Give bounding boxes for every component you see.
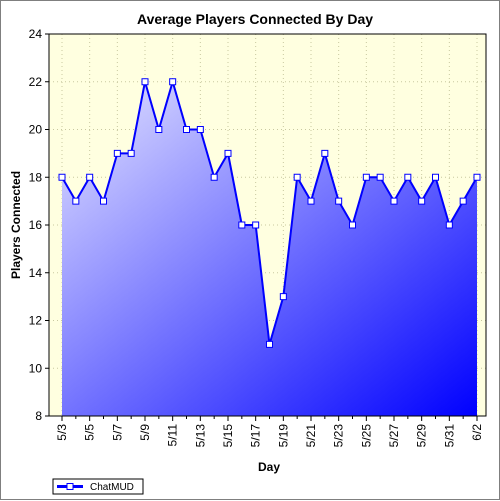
y-tick-label-8: 8 <box>35 409 42 423</box>
chart-title: Average Players Connected By Day <box>137 11 373 27</box>
x-tick-label-5-3: 5/3 <box>55 424 69 441</box>
y-tick-label-22: 22 <box>29 75 43 89</box>
data-point-5-4 <box>72 197 80 205</box>
data-point-5-6 <box>100 197 107 205</box>
y-tick-label-12: 12 <box>29 314 43 328</box>
data-point-5-27 <box>390 197 398 205</box>
series-points <box>58 78 481 348</box>
data-point-5-13 <box>196 126 204 133</box>
x-tick-label-5-9: 5/9 <box>138 424 152 441</box>
x-tick-label-5-27: 5/27 <box>387 424 401 448</box>
y-tick-label-20: 20 <box>29 123 43 137</box>
data-point-6-2 <box>473 173 481 181</box>
data-point-5-16 <box>238 221 246 229</box>
x-tick-label-5-13: 5/13 <box>193 424 207 448</box>
data-point-5-15 <box>224 149 232 157</box>
y-axis-ticks: 8 10 12 14 16 18 20 22 24 <box>29 27 49 423</box>
data-point-5-22 <box>321 149 329 157</box>
data-point-5-30 <box>432 173 439 181</box>
data-point-5-31 <box>445 221 453 229</box>
data-point-5-8 <box>127 149 135 157</box>
legend-entry-chatmud: ChatMUD <box>90 482 134 493</box>
data-point-5-9 <box>141 78 149 86</box>
data-point-5-21 <box>307 197 315 205</box>
x-tick-label-5-11: 5/11 <box>166 424 180 447</box>
data-point-5-23 <box>335 197 343 205</box>
data-point-5-20 <box>293 173 301 181</box>
data-point-5-29 <box>418 197 426 205</box>
data-point-5-14 <box>210 173 218 181</box>
x-tick-label-5-19: 5/19 <box>276 424 290 448</box>
series-area-fill <box>62 81 477 416</box>
data-point-5-3 <box>58 173 66 181</box>
x-tick-label-5-25: 5/25 <box>359 424 373 448</box>
x-tick-label-5-29: 5/29 <box>415 424 429 448</box>
data-point-5-5 <box>86 173 94 181</box>
data-point-5-7 <box>113 149 121 157</box>
data-point-5-28 <box>404 173 412 181</box>
y-tick-label-24: 24 <box>29 27 43 41</box>
data-point-5-12 <box>183 126 190 133</box>
x-tick-label-5-21: 5/21 <box>304 424 318 448</box>
x-axis-ticks: 5/3 5/5 5/7 5/9 5/11 5/13 5/15 5/17 5/19 5/21 5/23… <box>55 416 484 447</box>
data-point-5-10 <box>155 126 163 133</box>
data-point-6-1 <box>459 197 467 205</box>
y-tick-label-18: 18 <box>29 170 43 184</box>
data-point-5-11 <box>169 78 177 86</box>
y-axis-label: Players Connected <box>9 171 23 279</box>
data-point-5-19 <box>279 293 287 301</box>
x-tick-label-5-15: 5/15 <box>221 424 235 448</box>
data-point-5-24 <box>349 221 356 229</box>
y-tick-label-10: 10 <box>29 361 43 375</box>
y-tick-label-14: 14 <box>29 266 43 280</box>
legend-box <box>52 478 144 495</box>
data-point-5-18 <box>266 340 273 348</box>
x-tick-label-5-31: 5/31 <box>442 424 456 448</box>
y-tick-label-16: 16 <box>29 218 43 232</box>
x-tick-label-5-5: 5/5 <box>83 424 97 441</box>
x-tick-label-6-2: 6/2 <box>470 424 484 441</box>
legend: ChatMUD <box>52 478 144 495</box>
data-point-5-26 <box>376 173 384 181</box>
x-tick-label-5-17: 5/17 <box>249 424 263 448</box>
data-point-5-25 <box>362 173 370 181</box>
legend-swatch-marker <box>66 483 74 490</box>
x-axis-label: Day <box>258 460 280 474</box>
x-tick-label-5-7: 5/7 <box>110 424 124 441</box>
data-point-5-17 <box>252 221 260 229</box>
x-tick-label-5-23: 5/23 <box>332 424 346 448</box>
